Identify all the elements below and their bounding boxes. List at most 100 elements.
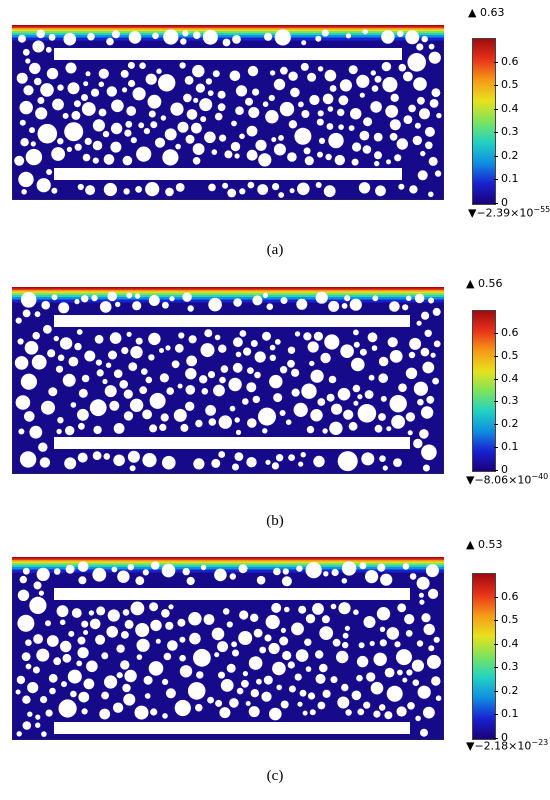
aggregate-particle — [303, 332, 312, 341]
aggregate-particle — [166, 387, 174, 395]
aggregate-particle — [424, 126, 435, 137]
aggregate-particle — [247, 418, 257, 428]
aggregate-particle — [417, 170, 428, 181]
aggregate-particle — [142, 453, 157, 468]
aggregate-particle — [135, 186, 142, 193]
aggregate-particle — [309, 709, 316, 716]
aggregate-particle — [330, 603, 337, 610]
aggregate-particle — [378, 373, 389, 383]
aggregate-particle — [254, 351, 266, 363]
aggregate-particle — [359, 348, 367, 356]
aggregate-particle — [409, 337, 422, 350]
aggregate-particle — [95, 634, 106, 645]
aggregate-particle — [337, 696, 350, 709]
aggregate-particle — [419, 108, 430, 120]
aggregate-particle — [62, 373, 76, 387]
aggregate-particle — [428, 297, 435, 304]
aggregate-particle — [51, 294, 58, 301]
aggregate-particle — [416, 576, 430, 590]
aggregate-particle — [391, 415, 405, 429]
aggregate-particle — [252, 295, 263, 306]
aggregate-particle — [81, 374, 90, 383]
aggregate-particle — [271, 462, 279, 470]
aggregate-particle — [386, 159, 391, 165]
colorbar-tick-label: 0.3 — [501, 125, 519, 139]
aggregate-particle — [106, 86, 118, 97]
aggregate-particle — [165, 187, 174, 197]
aggregate-particle — [369, 640, 375, 647]
front-layer — [12, 25, 444, 27]
aggregate-particle — [403, 71, 413, 82]
aggregate-particle — [322, 689, 331, 698]
aggregate-particle — [229, 698, 239, 708]
aggregate-particle — [138, 122, 145, 129]
aggregate-particle — [350, 108, 362, 120]
panel-a: ▲ 0.63 0 0.1 0.2 0.3 0.4 0.5 0.6 ▼−2.39×10−55 … — [0, 0, 550, 265]
aggregate-particle — [165, 621, 174, 630]
aggregate-particle — [352, 384, 361, 393]
aggregate-particle — [200, 116, 207, 123]
aggregate-particle — [416, 320, 422, 326]
aggregate-particle — [17, 589, 30, 601]
colorbar-tick-label: 0.1 — [501, 707, 519, 721]
aggregate-particle — [186, 576, 195, 586]
aggregate-particle — [413, 381, 428, 396]
aggregate-particle — [22, 721, 32, 730]
aggregate-particle — [322, 428, 328, 434]
colorbar-tick-mark — [494, 132, 498, 134]
aggregate-particle — [246, 382, 257, 393]
aggregate-particle — [226, 621, 233, 628]
aggregate-particle — [125, 120, 133, 128]
aggregate-particle — [233, 337, 243, 348]
aggregate-particle — [222, 182, 229, 189]
aggregate-particle — [384, 711, 393, 720]
aggregate-particle — [312, 603, 324, 615]
aggregate-particle — [358, 642, 365, 649]
aggregate-particle — [179, 636, 186, 643]
aggregate-particle — [67, 82, 80, 95]
colorbar-tick-mark — [494, 401, 498, 403]
front-layer — [12, 561, 444, 563]
front-layer — [12, 299, 444, 303]
aggregate-particle — [135, 576, 145, 586]
colorbar-tick-mark — [494, 424, 498, 426]
aggregate-particle — [371, 345, 378, 351]
aggregate-particle — [180, 38, 187, 45]
aggregate-particle — [397, 30, 404, 37]
front-layer — [12, 287, 444, 289]
aggregate-particle — [338, 602, 351, 615]
aggregate-particle — [218, 344, 227, 353]
min-value-exponent: −40 — [531, 472, 549, 481]
aggregate-particle — [48, 387, 58, 397]
concentration-front — [12, 557, 444, 573]
aggregate-particle — [340, 344, 354, 358]
aggregate-particle — [317, 701, 326, 710]
aggregate-particle — [269, 70, 276, 76]
aggregate-particle — [24, 341, 39, 355]
aggregate-particle — [428, 191, 434, 198]
aggregate-particle — [124, 669, 137, 683]
aggregate-particle — [230, 141, 241, 152]
aggregate-particle — [17, 614, 35, 632]
aggregate-particle — [33, 581, 42, 590]
aggregate-particle — [185, 401, 195, 411]
aggregate-particle — [164, 128, 177, 141]
aggregate-particle — [323, 185, 336, 198]
aggregate-particle — [385, 105, 399, 118]
aggregate-particle — [22, 695, 31, 704]
aggregate-particle — [126, 331, 132, 337]
aggregate-particle — [18, 171, 34, 188]
aggregate-particle — [262, 292, 268, 298]
aggregate-particle — [148, 295, 160, 306]
colorbar-tick-label: 0.3 — [501, 394, 519, 408]
colorbar-tick-label: 0.4 — [501, 101, 519, 115]
panel-caption: (b) — [266, 513, 284, 529]
aggregate-particle — [432, 307, 441, 316]
aggregate-particle — [232, 649, 239, 657]
colorbar-tick-label: 0.4 — [501, 371, 519, 385]
aggregate-particle — [343, 409, 354, 420]
aggregate-particle — [409, 573, 417, 580]
colorbar-tick-mark — [494, 667, 498, 669]
aggregate-particle — [154, 137, 166, 148]
aggregate-particle — [162, 301, 169, 309]
